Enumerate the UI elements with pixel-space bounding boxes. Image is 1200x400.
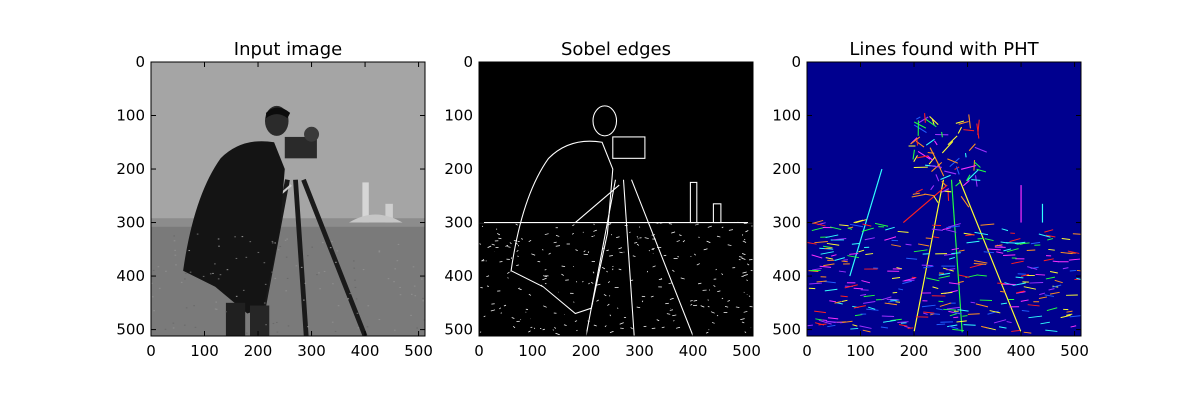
x-tick-label: 500 <box>404 342 433 360</box>
axes-frame <box>150 61 426 337</box>
y-tick-label: 200 <box>116 160 145 178</box>
y-tick-label: 100 <box>444 107 473 125</box>
x-tick-label: 500 <box>732 342 761 360</box>
y-tick-label: 400 <box>116 267 145 285</box>
x-tick-label: 400 <box>351 342 380 360</box>
y-tick-label: 200 <box>444 160 473 178</box>
panel-title: Input image <box>234 39 342 60</box>
y-tick-label: 300 <box>444 214 473 232</box>
y-tick-label: 300 <box>116 214 145 232</box>
panel-title: Lines found with PHT <box>849 39 1039 60</box>
x-tick-label: 100 <box>190 342 219 360</box>
x-tick-label: 300 <box>297 342 326 360</box>
edges-image <box>479 62 753 336</box>
y-tick-label: 500 <box>116 321 145 339</box>
y-tick-label: 0 <box>135 53 145 71</box>
y-tick-label: 500 <box>444 321 473 339</box>
y-tick-label: 400 <box>772 267 801 285</box>
axes-frame <box>478 61 754 337</box>
x-tick-label: 100 <box>846 342 875 360</box>
x-tick-label: 200 <box>572 342 601 360</box>
y-tick-label: 300 <box>772 214 801 232</box>
y-tick-label: 500 <box>772 321 801 339</box>
x-tick-label: 400 <box>679 342 708 360</box>
x-tick-label: 0 <box>146 342 156 360</box>
x-tick-label: 200 <box>244 342 273 360</box>
y-tick-label: 400 <box>444 267 473 285</box>
y-tick-label: 100 <box>772 107 801 125</box>
x-tick-label: 400 <box>1007 342 1036 360</box>
x-tick-label: 0 <box>802 342 812 360</box>
panel-title: Sobel edges <box>561 39 671 60</box>
x-tick-label: 100 <box>518 342 547 360</box>
x-tick-label: 200 <box>900 342 929 360</box>
axes-frame <box>806 61 1082 337</box>
y-tick-label: 200 <box>772 160 801 178</box>
lines-image <box>807 62 1081 336</box>
photo-image <box>151 62 425 336</box>
y-tick-label: 0 <box>791 53 801 71</box>
x-tick-label: 300 <box>953 342 982 360</box>
y-tick-label: 0 <box>463 53 473 71</box>
y-tick-label: 100 <box>116 107 145 125</box>
x-tick-label: 0 <box>474 342 484 360</box>
x-tick-label: 300 <box>625 342 654 360</box>
x-tick-label: 500 <box>1060 342 1089 360</box>
